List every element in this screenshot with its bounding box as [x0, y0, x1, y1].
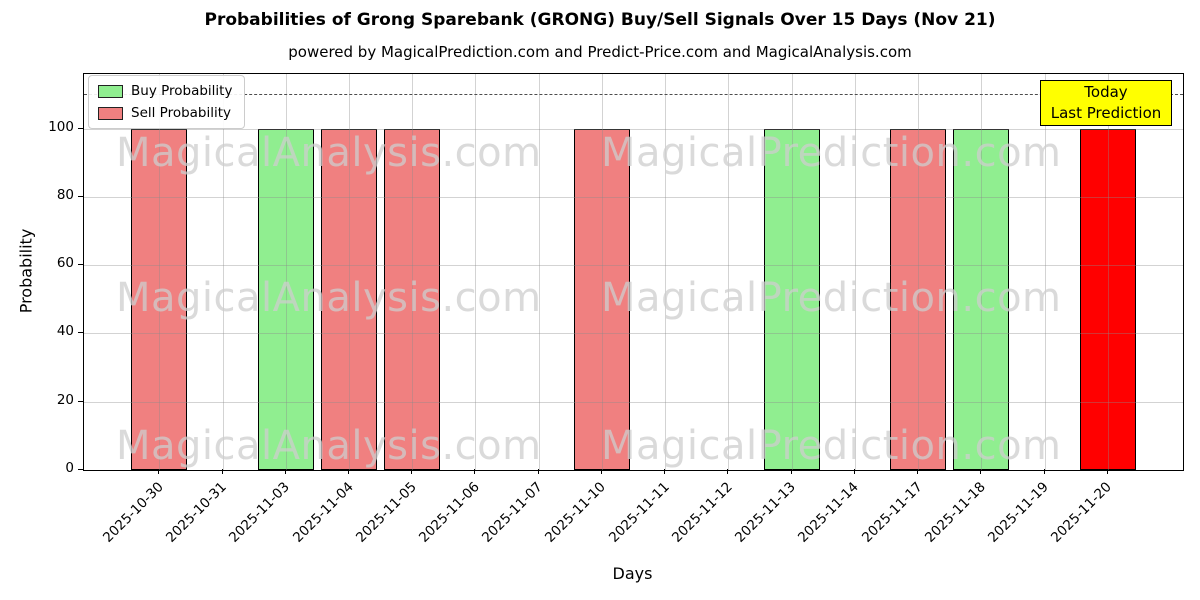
watermark-text: MagicalPrediction.com — [601, 275, 1062, 321]
h-gridline-80 — [84, 196, 1183, 198]
h-gridline-20 — [84, 401, 1183, 403]
y-tickmark — [78, 264, 83, 266]
legend-label-sell: Sell Probability — [131, 105, 232, 121]
buy-swatch-icon — [98, 84, 123, 98]
y-axis-label: Probability — [16, 228, 36, 314]
x-tick-label: 2025-11-17 — [858, 479, 926, 546]
x-tickmark — [284, 469, 286, 474]
x-tickmark — [853, 469, 855, 474]
h-gridline-60 — [84, 265, 1183, 267]
bar-2025-11-17 — [890, 128, 947, 470]
y-tick-label: 20 — [56, 391, 74, 408]
v-gridline-2025-11-13 — [791, 74, 793, 470]
watermark-text: MagicalAnalysis.com — [116, 423, 542, 469]
y-tickmark — [78, 400, 83, 402]
y-tickmark — [78, 127, 83, 129]
today-annotation-line1: Today — [1084, 83, 1128, 101]
today-annotation: Today Last Prediction — [1040, 80, 1172, 126]
watermark-text: MagicalAnalysis.com — [116, 130, 542, 176]
x-tick-label: 2025-11-18 — [921, 479, 989, 546]
h-gridline-40 — [84, 333, 1183, 335]
x-tickmark — [790, 469, 792, 474]
x-tick-label: 2025-10-30 — [99, 479, 167, 546]
v-gridline-2025-11-03 — [285, 74, 287, 470]
v-gridline-2025-11-10 — [601, 74, 603, 470]
v-gridline-2025-11-17 — [918, 74, 920, 470]
v-gridline-2025-11-05 — [412, 74, 414, 470]
legend-label-buy: Buy Probability — [131, 83, 233, 99]
x-tick-label: 2025-11-11 — [605, 479, 673, 546]
plot-area: MagicalAnalysis.com MagicalPrediction.com… — [83, 73, 1184, 471]
legend-item-buy: Buy Probability — [98, 83, 232, 99]
y-tickmark — [78, 332, 83, 334]
x-tick-label: 2025-11-10 — [542, 479, 610, 546]
x-tick-label: 2025-10-31 — [163, 479, 230, 546]
chart-title: Probabilities of Grong Sparebank (GRONG)… — [204, 10, 996, 30]
bar-2025-11-03 — [257, 128, 314, 470]
v-gridline-2025-11-20 — [1107, 74, 1109, 470]
x-tick-label: 2025-11-07 — [479, 479, 547, 546]
chart-subtitle: powered by MagicalPrediction.com and Pre… — [288, 43, 912, 61]
x-tickmark — [727, 469, 729, 474]
watermark-text: MagicalPrediction.com — [601, 423, 1062, 469]
bar-2025-11-18 — [953, 128, 1010, 470]
v-gridline-2025-11-06 — [475, 74, 477, 470]
x-tickmark — [1106, 469, 1108, 474]
threshold-dashed-line — [84, 94, 1183, 96]
x-tickmark — [1043, 469, 1045, 474]
x-axis-label: Days — [612, 564, 653, 583]
x-tickmark — [221, 469, 223, 474]
bar-2025-11-10 — [573, 128, 630, 470]
x-tickmark — [411, 469, 413, 474]
y-tick-label: 40 — [56, 323, 74, 340]
v-gridline-2025-11-18 — [981, 74, 983, 470]
x-tickmark — [600, 469, 602, 474]
bar-2025-11-13 — [763, 128, 820, 470]
x-tickmark — [537, 469, 539, 474]
watermark-text: MagicalPrediction.com — [601, 130, 1062, 176]
v-gridline-2025-10-31 — [222, 74, 224, 470]
y-tickmark — [78, 195, 83, 197]
v-gridline-2025-10-30 — [159, 74, 161, 470]
legend: Buy Probability Sell Probability — [88, 75, 246, 129]
y-tick-label: 60 — [56, 255, 74, 272]
sell-swatch-icon — [98, 106, 123, 120]
v-gridline-2025-11-14 — [854, 74, 856, 470]
x-tick-label: 2025-11-03 — [226, 479, 294, 546]
h-gridline-100 — [84, 128, 1183, 130]
x-tickmark — [347, 469, 349, 474]
y-tick-label: 100 — [48, 118, 74, 135]
legend-item-sell: Sell Probability — [98, 105, 232, 121]
bar-2025-11-04 — [320, 128, 377, 470]
x-tickmark — [158, 469, 160, 474]
x-tickmark — [664, 469, 666, 474]
x-tick-label: 2025-11-19 — [985, 479, 1052, 546]
bar-2025-11-20 — [1079, 128, 1136, 470]
x-tick-label: 2025-11-04 — [289, 479, 357, 546]
x-tickmark — [474, 469, 476, 474]
bar-2025-11-05 — [384, 128, 441, 470]
x-tick-label: 2025-11-12 — [668, 479, 736, 546]
x-tickmark — [980, 469, 982, 474]
x-tick-label: 2025-11-14 — [795, 479, 863, 546]
bar-2025-10-30 — [131, 128, 188, 470]
x-tick-label: 2025-11-05 — [352, 479, 420, 546]
x-tick-label: 2025-11-20 — [1048, 479, 1116, 546]
y-tickmark — [78, 469, 83, 470]
v-gridline-2025-11-11 — [665, 74, 667, 470]
x-tick-label: 2025-11-13 — [732, 479, 799, 546]
y-tick-label: 0 — [65, 460, 74, 476]
x-tick-label: 2025-11-06 — [415, 479, 483, 546]
v-gridline-2025-11-19 — [1044, 74, 1046, 470]
x-tickmark — [917, 469, 919, 474]
watermark-text: MagicalAnalysis.com — [116, 275, 542, 321]
v-gridline-2025-11-04 — [348, 74, 350, 470]
v-gridline-2025-11-12 — [728, 74, 730, 470]
today-annotation-line2: Last Prediction — [1050, 104, 1162, 122]
y-tick-label: 80 — [56, 186, 74, 203]
v-gridline-2025-11-07 — [538, 74, 540, 470]
